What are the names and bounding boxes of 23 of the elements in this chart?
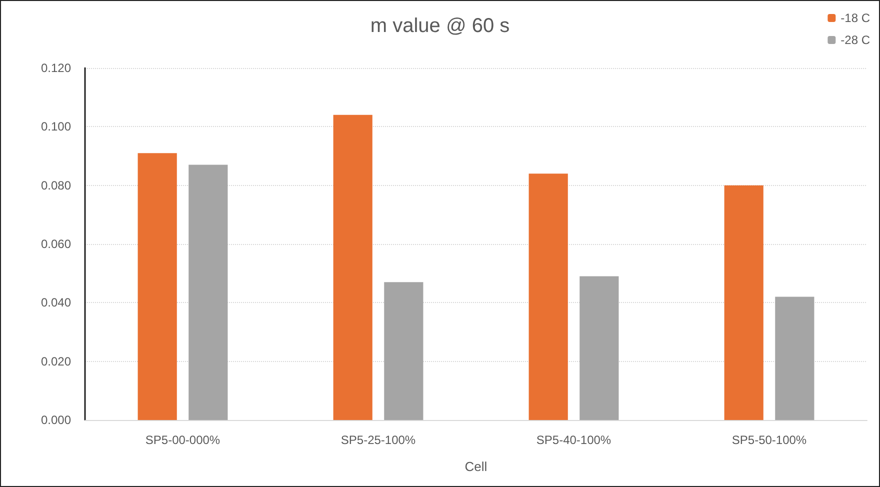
y-tick-label: 0.100 bbox=[40, 120, 72, 134]
bar bbox=[333, 114, 372, 420]
x-tick-label: SP5-50-100% bbox=[732, 433, 807, 447]
bar bbox=[580, 276, 619, 420]
x-tick-label: SP5-25-100% bbox=[340, 433, 416, 447]
x-axis-title: Cell bbox=[464, 459, 488, 474]
bar bbox=[138, 153, 177, 420]
bar bbox=[775, 296, 814, 420]
bar bbox=[188, 164, 228, 420]
legend-label: -18 C bbox=[840, 11, 870, 25]
y-tick-label: 0.000 bbox=[40, 413, 72, 427]
bar bbox=[384, 282, 424, 420]
x-tick-label: SP5-40-100% bbox=[536, 433, 612, 447]
y-tick-label: 0.020 bbox=[40, 354, 72, 368]
y-tick-label: 0.080 bbox=[40, 178, 72, 192]
y-tick-label: 0.060 bbox=[40, 237, 72, 251]
bar bbox=[528, 174, 568, 420]
bar bbox=[724, 185, 764, 420]
y-tick-label: 0.120 bbox=[40, 61, 72, 75]
y-tick-label: 0.040 bbox=[40, 296, 72, 310]
x-tick-label: SP5-00-000% bbox=[145, 433, 220, 447]
chart-title: m value @ 60 s bbox=[370, 15, 510, 37]
legend-label: -28 C bbox=[840, 33, 870, 47]
